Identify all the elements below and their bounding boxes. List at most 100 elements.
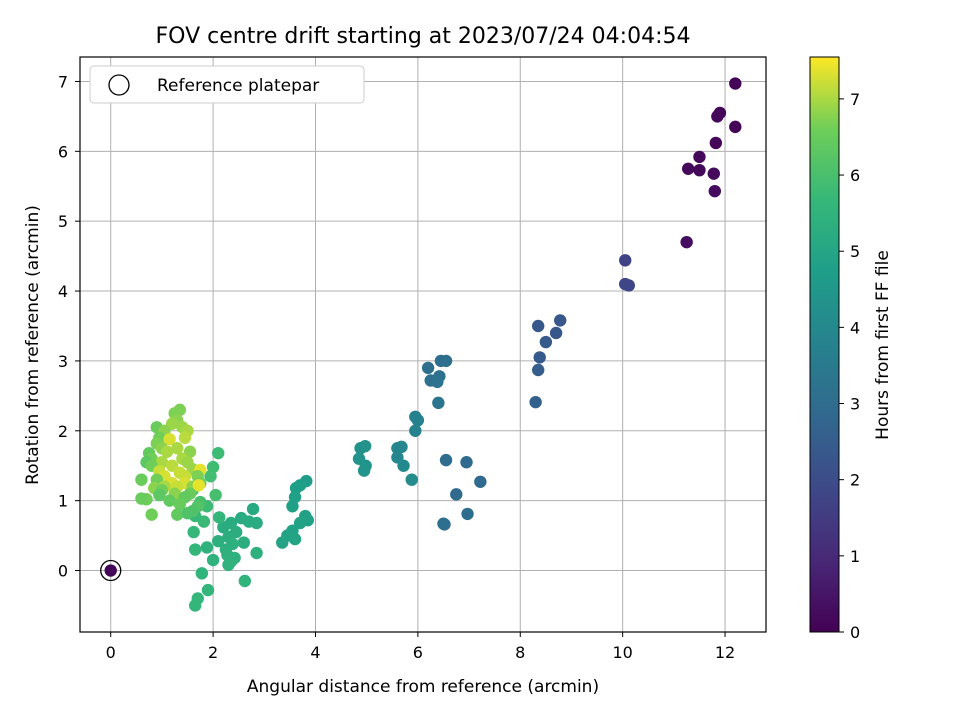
data-point	[286, 500, 299, 513]
data-point	[238, 574, 252, 588]
data-points	[135, 77, 742, 612]
data-point	[438, 518, 451, 531]
data-point	[209, 488, 222, 502]
data-point	[354, 442, 367, 455]
data-point	[213, 511, 226, 524]
data-point	[204, 469, 217, 483]
x-tick-label: 6	[413, 643, 423, 662]
data-point	[539, 335, 553, 349]
colorbar-gradient	[809, 56, 840, 633]
x-axis-ticks: 0 2 4 6 8 10 12	[106, 632, 735, 662]
data-point	[145, 508, 158, 521]
data-point	[201, 583, 215, 597]
data-point	[171, 508, 184, 521]
data-point	[187, 525, 200, 539]
data-point	[729, 120, 742, 134]
data-point	[729, 77, 742, 90]
data-point	[693, 150, 706, 164]
data-point	[681, 162, 695, 175]
y-tick-label: 1	[58, 492, 68, 511]
data-point	[212, 534, 225, 548]
y-tick-label: 4	[58, 282, 68, 301]
data-point	[549, 326, 563, 340]
data-point	[250, 516, 263, 530]
data-point	[178, 431, 192, 444]
data-point	[531, 363, 545, 377]
data-point	[212, 446, 225, 460]
data-point	[246, 502, 260, 516]
data-point	[439, 453, 453, 467]
data-point	[153, 488, 166, 502]
data-point	[432, 396, 445, 410]
data-point	[460, 456, 473, 469]
data-point	[533, 351, 546, 364]
colorbar: 0 1 2 3 4 5 6 7 Hours from first FF file	[809, 56, 893, 642]
data-point	[529, 395, 542, 409]
data-point	[411, 414, 425, 427]
data-point	[135, 473, 148, 486]
data-point	[200, 541, 214, 554]
y-tick-label: 5	[58, 212, 68, 231]
data-point	[173, 497, 187, 511]
data-point	[171, 442, 184, 455]
y-axis-label: Rotation from reference (arcmin)	[23, 205, 43, 485]
data-point	[357, 464, 371, 477]
data-point	[622, 279, 635, 292]
data-point	[680, 235, 693, 249]
reference-point	[104, 564, 117, 577]
reference-ring	[100, 559, 122, 582]
plot-frame	[79, 56, 767, 633]
data-point	[288, 532, 302, 546]
data-point	[163, 494, 176, 507]
data-point	[450, 488, 463, 501]
data-point	[188, 543, 202, 556]
data-point	[206, 553, 220, 567]
reference-marker	[100, 559, 122, 582]
chart-title: FOV centre drift starting at 2023/07/24 …	[156, 24, 691, 49]
grid	[80, 57, 766, 632]
x-tick-label: 12	[715, 643, 735, 662]
data-point	[707, 167, 720, 180]
y-axis-ticks: 0 1 2 3 4 5 6 7	[58, 72, 80, 581]
x-tick-label: 8	[515, 643, 525, 662]
data-point	[188, 599, 202, 612]
colorbar-tick-label: 7	[850, 90, 860, 109]
data-point	[619, 254, 632, 267]
data-point	[160, 445, 174, 458]
data-point	[709, 136, 723, 150]
x-tick-label: 4	[310, 643, 320, 662]
legend-label: Reference platepar	[157, 76, 319, 96]
data-point	[554, 314, 567, 327]
y-tick-label: 3	[58, 352, 68, 371]
data-point	[250, 546, 263, 560]
data-point	[395, 440, 408, 454]
data-point	[708, 184, 722, 198]
data-point	[289, 481, 303, 495]
data-point	[237, 536, 251, 549]
data-point	[135, 492, 148, 505]
colorbar-tick-label: 1	[850, 547, 860, 566]
data-point	[474, 475, 487, 488]
x-tick-label: 10	[612, 643, 632, 662]
y-tick-label: 6	[58, 142, 68, 161]
data-point	[192, 479, 205, 492]
data-point	[397, 459, 410, 472]
y-tick-label: 7	[58, 72, 68, 91]
data-point	[276, 536, 289, 549]
legend-marker-icon	[108, 74, 130, 96]
x-tick-label: 2	[208, 643, 218, 662]
data-point	[163, 432, 176, 446]
data-point	[421, 361, 435, 375]
data-point	[195, 567, 209, 580]
x-axis-label: Angular distance from reference (arcmin)	[247, 677, 599, 697]
data-point	[405, 473, 418, 486]
data-point	[693, 163, 706, 177]
colorbar-tick-label: 3	[850, 395, 860, 414]
colorbar-tick-label: 4	[850, 318, 860, 337]
data-point	[431, 375, 444, 389]
data-point	[711, 110, 724, 123]
data-point	[461, 507, 474, 521]
data-point	[409, 424, 422, 437]
data-point	[181, 507, 194, 520]
